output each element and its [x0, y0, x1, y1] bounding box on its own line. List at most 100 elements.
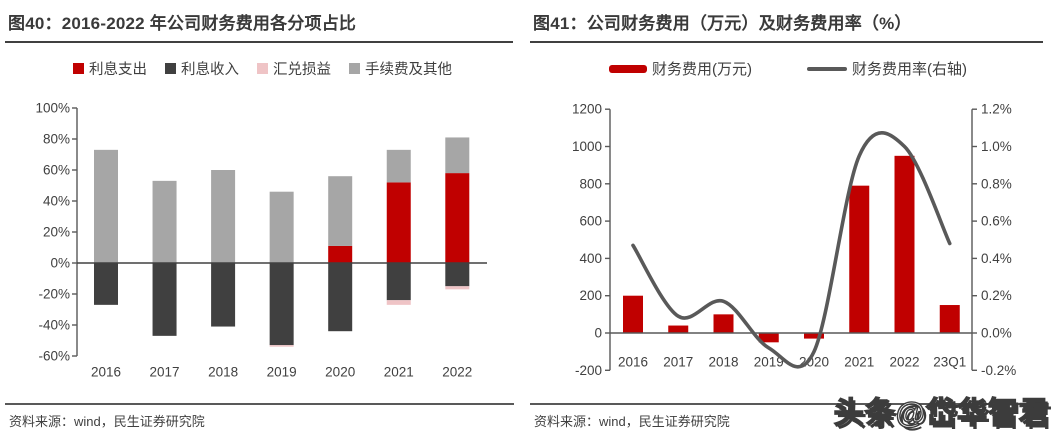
stacked-bar-chart: -60% -40% -20% 0% 20% 40% 60% 80% 100% 2016 2017 20…	[35, 101, 487, 380]
y-axis-label: 0%	[50, 256, 70, 271]
bar-segment	[386, 149, 411, 183]
left-y-label: 600	[579, 214, 602, 229]
legend-item: 利息收入	[165, 58, 239, 79]
bar-segment	[328, 176, 353, 246]
y-axis-label: -60%	[38, 349, 70, 364]
left-y-label: 200	[579, 288, 602, 303]
expense-bar	[758, 333, 779, 343]
legend-item: 手续费及其他	[349, 58, 452, 79]
bar-line-combo-chart: -200 0 200 400 600 800 1000 1200 -0.2% 0.0% 0.2% 0.…	[572, 102, 1016, 378]
bar-segment	[445, 137, 470, 174]
expense-bar	[668, 325, 689, 333]
legend-bar-swatch	[609, 64, 647, 73]
x-category-label: 2016	[91, 365, 121, 380]
left-y-label: 0	[594, 326, 602, 341]
legend-label: 利息支出	[89, 62, 147, 78]
bar-segment	[94, 149, 118, 263]
y-axis-label: -20%	[38, 287, 70, 302]
x-category-label: 2016	[618, 355, 648, 370]
legend-item: 财务费用(万元)	[609, 58, 752, 79]
expense-rate-line	[631, 131, 952, 369]
expense-bar	[804, 333, 824, 339]
legend-label: 财务费用(万元)	[652, 61, 752, 78]
right-y-label: 1.0%	[981, 139, 1012, 154]
figure-41-source: 资料来源：wind，民生证券研究院	[530, 403, 1044, 430]
bar-segment	[445, 263, 470, 287]
watermark: 头条@岱华智君	[833, 396, 1050, 430]
y-axis-label: 60%	[43, 163, 70, 178]
legend-line-swatch	[807, 66, 847, 71]
expense-bar	[623, 295, 643, 333]
figure-40-source-text: 资料来源：wind，民生证券研究院	[9, 414, 205, 429]
y-axis-label: 20%	[43, 225, 70, 240]
expense-bar	[939, 305, 960, 333]
bar-segment	[269, 345, 294, 347]
left-y-label: 1200	[572, 102, 602, 117]
legend-square-swatch	[73, 63, 84, 74]
bar-segment	[152, 263, 177, 336]
bar-segment	[94, 263, 118, 305]
bar-segment	[328, 245, 353, 263]
bar-segment	[386, 263, 411, 301]
right-y-label: 0.2%	[981, 288, 1012, 303]
expense-bar	[849, 185, 870, 333]
legend-square-swatch	[165, 63, 176, 74]
figure-41-header: 图41：公司财务费用（万元）及财务费用率（%）	[530, 5, 1043, 43]
legend-square-swatch	[349, 63, 360, 74]
bar-segment	[445, 286, 470, 290]
bar-segment	[269, 263, 294, 346]
y-axis-label: 40%	[43, 194, 70, 209]
x-category-label: 2021	[384, 365, 414, 380]
legend-label: 汇兑损益	[273, 62, 331, 78]
right-y-label: 1.2%	[981, 102, 1012, 117]
right-y-label: 0.0%	[981, 326, 1012, 341]
right-y-label: 0.8%	[981, 176, 1012, 191]
bar-segment	[211, 263, 236, 327]
figure-40-source: 资料来源：wind，民生证券研究院	[5, 403, 514, 430]
legend-item: 汇兑损益	[257, 58, 331, 79]
legend-square-swatch	[257, 63, 268, 74]
left-y-label: 800	[579, 176, 602, 191]
x-category-label: 2021	[844, 355, 874, 370]
legend-item: 利息支出	[73, 58, 147, 79]
bar-segment	[328, 263, 353, 332]
x-category-label: 2019	[754, 355, 784, 370]
x-category-label: 2017	[150, 365, 180, 380]
x-category-label: 2022	[889, 355, 919, 370]
x-category-label: 2018	[708, 355, 738, 370]
y-axis-label: 80%	[43, 132, 70, 147]
y-axis-label: 100%	[35, 101, 70, 116]
x-category-label: 2022	[442, 365, 472, 380]
legend-item: 财务费用率(右轴)	[807, 58, 967, 79]
expense-bar	[713, 314, 734, 333]
x-category-label: 2020	[325, 365, 355, 380]
y-axis-label: -40%	[38, 318, 70, 333]
legend-label: 财务费用率(右轴)	[852, 61, 967, 78]
expense-bar	[894, 155, 915, 333]
left-y-label: 400	[579, 251, 602, 266]
bar-segment	[445, 173, 470, 263]
x-category-label: 2019	[267, 365, 297, 380]
right-y-label: 0.6%	[981, 214, 1012, 229]
figure-41-source-text: 资料来源：wind，民生证券研究院	[534, 414, 730, 429]
bar-segment	[269, 191, 294, 263]
figure-41-legend: 财务费用(万元) 财务费用率(右轴)	[525, 58, 1051, 79]
x-category-label: 2020	[799, 355, 829, 370]
figure-40-legend: 利息支出 利息收入 汇兑损益 手续费及其他	[0, 58, 525, 79]
bar-segment	[386, 182, 411, 263]
right-y-label: 0.4%	[981, 251, 1012, 266]
bar-segment	[386, 300, 411, 305]
bar-segment	[211, 170, 236, 263]
legend-label: 手续费及其他	[365, 62, 452, 78]
x-category-label: 23Q1	[933, 355, 966, 370]
x-category-label: 2018	[208, 365, 238, 380]
legend-label: 利息收入	[181, 62, 239, 78]
left-y-label: 1000	[572, 139, 602, 154]
left-y-label: -200	[575, 363, 602, 378]
figure-40-title: 图40：2016-2022 年公司财务费用各分项占比	[8, 14, 357, 33]
x-category-label: 2017	[663, 355, 693, 370]
right-y-label: -0.2%	[981, 363, 1016, 378]
figure-40-header: 图40：2016-2022 年公司财务费用各分项占比	[5, 5, 513, 43]
figure-41-title: 图41：公司财务费用（万元）及财务费用率（%）	[533, 14, 912, 33]
